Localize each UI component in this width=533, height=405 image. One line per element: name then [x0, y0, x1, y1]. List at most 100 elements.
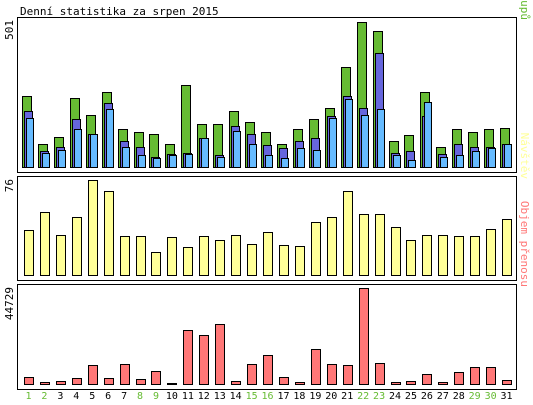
day-label-3: 3 — [57, 391, 63, 402]
bar-navstev-day-28 — [454, 236, 464, 276]
day-label-15: 15 — [246, 391, 258, 402]
legend-entry-pristupu: Přístupů — [518, 0, 531, 20]
day-label-9: 9 — [153, 391, 159, 402]
panel-legend: Návštěv — [518, 133, 531, 180]
bar-stranek-day-8 — [138, 155, 146, 168]
bar-objem-day-2 — [40, 382, 50, 385]
bar-stranek-day-7 — [122, 147, 130, 168]
bar-objem-day-16 — [263, 355, 273, 385]
bar-navstev-day-14 — [231, 235, 241, 276]
day-label-7: 7 — [121, 391, 127, 402]
bar-navstev-day-15 — [247, 244, 257, 276]
bar-objem-day-11 — [183, 330, 193, 385]
bar-stranek-day-24 — [393, 155, 401, 168]
bar-navstev-day-7 — [120, 236, 130, 276]
panel-traffic: 501 Stránek/Souborů/Přístupů — [3, 0, 531, 173]
bar-stranek-day-16 — [265, 155, 273, 168]
bar-objem-day-26 — [422, 374, 432, 385]
bar-objem-day-3 — [56, 381, 66, 385]
chart-title: Denní statistika za srpen 2015 — [20, 5, 219, 18]
bar-navstev-day-9 — [151, 252, 161, 276]
bar-navstev-day-1 — [24, 230, 34, 276]
bar-objem-day-22 — [359, 288, 369, 385]
bar-stranek-day-27 — [440, 157, 448, 168]
bar-stranek-day-21 — [345, 99, 353, 168]
bar-stranek-day-14 — [233, 131, 241, 168]
panel-max-label: 44729 — [3, 287, 16, 320]
bar-objem-day-12 — [199, 335, 209, 385]
bar-navstev-day-10 — [167, 237, 177, 276]
bar-stranek-day-12 — [201, 138, 209, 168]
bar-navstev-day-21 — [343, 191, 353, 276]
bar-objem-day-14 — [231, 381, 241, 385]
day-label-14: 14 — [230, 391, 242, 402]
day-label-1: 1 — [25, 391, 31, 402]
day-label-18: 18 — [293, 391, 305, 402]
bar-stranek-day-15 — [249, 144, 257, 168]
bar-stranek-day-1 — [26, 118, 34, 168]
day-label-30: 30 — [485, 391, 497, 402]
x-axis-day-labels: 1 2 3 4 5 6 7 8 9 10 11 12 13 14 15 16 17 18 19 20 21 22 23 24 2… — [25, 391, 512, 402]
bar-stranek-day-5 — [90, 134, 98, 168]
day-label-21: 21 — [341, 391, 353, 402]
day-label-2: 2 — [41, 391, 47, 402]
chart-panels: 501 Stránek/Souborů/Přístupů 76 Návštěv 4472… — [3, 0, 531, 390]
bar-stranek-day-20 — [329, 118, 337, 168]
bar-objem-day-10 — [167, 383, 177, 385]
bar-objem-day-8 — [136, 379, 146, 385]
day-label-5: 5 — [89, 391, 95, 402]
bar-stranek-day-22 — [361, 115, 369, 168]
bar-objem-day-4 — [72, 378, 82, 385]
panel-legend: Stránek/Souborů/Přístupů — [518, 0, 531, 20]
bar-objem-day-17 — [279, 377, 289, 385]
bar-navstev-day-26 — [422, 235, 432, 276]
day-label-11: 11 — [182, 391, 194, 402]
bar-stranek-day-19 — [313, 150, 321, 168]
bar-objem-day-19 — [311, 349, 321, 385]
bar-stranek-day-31 — [504, 144, 512, 168]
bar-navstev-day-31 — [502, 219, 512, 276]
bar-navstev-day-12 — [199, 236, 209, 276]
bar-stranek-day-18 — [297, 148, 305, 168]
panel-bars — [24, 288, 512, 385]
day-label-28: 28 — [453, 391, 465, 402]
panel-bars — [22, 22, 512, 168]
legend-entry-navstev: Návštěv — [518, 133, 531, 180]
bar-objem-day-21 — [343, 365, 353, 385]
bar-stranek-day-17 — [281, 158, 289, 168]
day-label-8: 8 — [137, 391, 143, 402]
bar-navstev-day-30 — [486, 229, 496, 276]
bar-navstev-day-3 — [56, 235, 66, 276]
bar-objem-day-28 — [454, 372, 464, 385]
bar-navstev-day-2 — [40, 212, 50, 276]
bar-objem-day-23 — [375, 363, 385, 385]
bar-navstev-day-11 — [183, 247, 193, 276]
bar-navstev-day-23 — [375, 214, 385, 276]
bar-navstev-day-6 — [104, 191, 114, 276]
bar-navstev-day-20 — [327, 217, 337, 276]
day-label-31: 31 — [501, 391, 513, 402]
bar-objem-day-5 — [88, 365, 98, 385]
bar-navstev-day-25 — [406, 240, 416, 276]
panel-bars — [24, 180, 512, 276]
bar-objem-day-27 — [438, 382, 448, 385]
bar-navstev-day-17 — [279, 245, 289, 276]
bar-stranek-day-6 — [106, 109, 114, 168]
bar-objem-day-30 — [486, 367, 496, 385]
day-label-26: 26 — [421, 391, 433, 402]
bar-stranek-day-29 — [472, 151, 480, 168]
bar-objem-day-15 — [247, 364, 257, 385]
day-label-27: 27 — [437, 391, 449, 402]
panel-max-label: 76 — [3, 179, 16, 192]
bar-objem-day-9 — [151, 371, 161, 385]
legend-entry-objem: Objem přenosu — [518, 201, 531, 287]
bar-objem-day-24 — [391, 382, 401, 385]
bar-navstev-day-5 — [88, 180, 98, 276]
bar-objem-day-25 — [406, 381, 416, 385]
bar-objem-day-18 — [295, 382, 305, 385]
day-label-25: 25 — [405, 391, 417, 402]
day-label-29: 29 — [469, 391, 481, 402]
panel-volume: 44729 Objem přenosu — [3, 201, 531, 390]
bar-navstev-day-18 — [295, 246, 305, 276]
